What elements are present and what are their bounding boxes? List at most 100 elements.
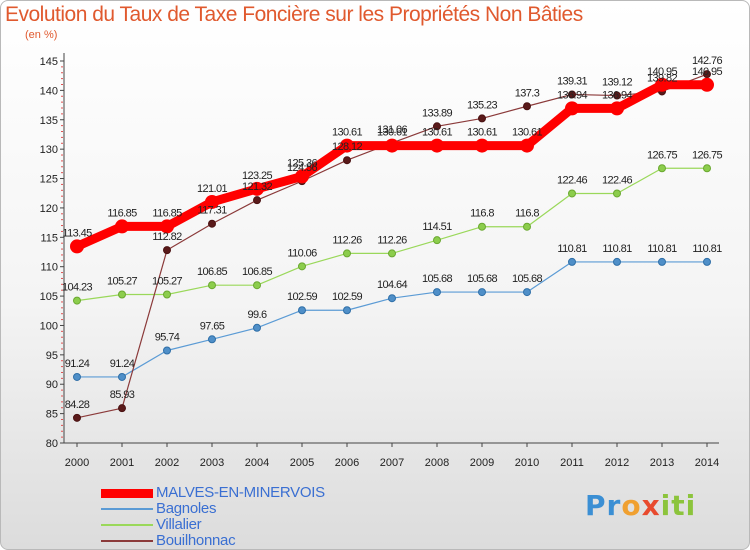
legend-label: Bagnoles xyxy=(156,500,217,517)
data-point-malves-en-minervois xyxy=(205,194,219,209)
data-label-bouilhonnac: 131.06 xyxy=(377,124,408,136)
chart-legend: MALVES-EN-MINERVOIS Bagnoles Villalier Boui… xyxy=(101,485,431,549)
data-point-bouilhonnac xyxy=(208,219,216,228)
proxiti-logo: Proxiti xyxy=(585,489,697,522)
legend-swatch xyxy=(101,488,153,498)
data-point-malves-en-minervois xyxy=(70,239,84,254)
data-label-bagnoles: 105.68 xyxy=(467,273,498,285)
data-label-bagnoles: 95.74 xyxy=(155,331,180,343)
data-label-bouilhonnac: 139.31 xyxy=(557,75,588,87)
data-label-bouilhonnac: 139.12 xyxy=(602,77,633,89)
data-label-bouilhonnac: 117.31 xyxy=(197,205,227,217)
y-tick-label: 80 xyxy=(46,438,58,450)
data-point-villalier xyxy=(73,296,81,305)
data-label-villalier: 110.06 xyxy=(287,247,317,259)
data-point-villalier xyxy=(523,222,531,231)
data-point-malves-en-minervois xyxy=(430,138,444,153)
data-label-malves-en-minervois: 140.95 xyxy=(692,66,723,78)
data-point-villalier xyxy=(118,290,126,299)
data-label-bouilhonnac: 133.89 xyxy=(422,107,453,119)
data-label-villalier: 122.46 xyxy=(602,174,633,186)
data-label-bouilhonnac: 124.56 xyxy=(287,162,318,174)
data-point-malves-en-minervois xyxy=(610,101,624,116)
data-label-villalier: 126.75 xyxy=(692,149,723,161)
data-point-malves-en-minervois xyxy=(475,138,489,153)
legend-label: Bouilhonnac xyxy=(156,532,236,549)
data-point-villalier xyxy=(478,222,486,231)
x-tick-label: 2014 xyxy=(695,457,719,469)
x-tick-label: 2008 xyxy=(425,457,449,469)
data-label-bagnoles: 110.81 xyxy=(692,243,722,255)
data-label-malves-en-minervois: 130.61 xyxy=(377,127,408,139)
data-label-villalier: 126.75 xyxy=(647,149,678,161)
legend-item-malves-en-minervois: MALVES-EN-MINERVOIS xyxy=(101,485,431,501)
data-point-villalier xyxy=(613,189,621,198)
y-tick-label: 85 xyxy=(46,409,58,421)
chart-title: Evolution du Taux de Taxe Foncière sur l… xyxy=(5,3,583,26)
data-label-malves-en-minervois: 123.25 xyxy=(242,170,273,182)
data-point-bagnoles xyxy=(253,323,261,332)
data-label-bouilhonnac: 121.32 xyxy=(242,181,273,193)
data-point-bouilhonnac xyxy=(253,196,261,205)
legend-item-villalier: Villalier xyxy=(101,517,431,533)
legend-swatch xyxy=(101,508,153,510)
legend-item-bouilhonnac: Bouilhonnac xyxy=(101,533,431,549)
data-label-malves-en-minervois: 136.94 xyxy=(602,89,633,101)
data-point-villalier xyxy=(433,236,441,245)
data-point-malves-en-minervois xyxy=(115,219,129,234)
x-tick-label: 2004 xyxy=(245,457,269,469)
data-label-bouilhonnac: 139.82 xyxy=(647,72,678,84)
data-label-bagnoles: 102.59 xyxy=(287,291,318,303)
x-tick-label: 2009 xyxy=(470,457,494,469)
data-label-villalier: 116.8 xyxy=(515,208,539,220)
data-label-malves-en-minervois: 130.61 xyxy=(512,127,543,139)
data-point-bouilhonnac xyxy=(613,91,621,100)
x-tick-label: 2012 xyxy=(605,457,629,469)
data-point-villalier xyxy=(253,281,261,290)
data-label-bouilhonnac: 142.76 xyxy=(692,55,723,67)
data-point-villalier xyxy=(163,290,171,299)
data-label-villalier: 116.8 xyxy=(470,208,494,220)
data-label-bouilhonnac: 128.12 xyxy=(332,141,363,153)
data-label-bouilhonnac: 135.23 xyxy=(467,99,498,111)
data-label-malves-en-minervois: 116.85 xyxy=(152,207,182,219)
data-point-bagnoles xyxy=(298,306,306,315)
data-point-malves-en-minervois xyxy=(160,219,174,234)
data-label-malves-en-minervois: 130.61 xyxy=(332,127,363,139)
data-point-bouilhonnac xyxy=(703,70,711,79)
data-point-malves-en-minervois xyxy=(565,101,579,116)
data-label-malves-en-minervois: 113.45 xyxy=(62,227,92,239)
y-tick-label: 115 xyxy=(40,232,58,244)
data-label-villalier: 106.85 xyxy=(242,266,273,278)
x-tick-label: 2006 xyxy=(335,457,359,469)
data-label-malves-en-minervois: 116.85 xyxy=(107,207,137,219)
data-point-villalier xyxy=(343,249,351,258)
data-point-villalier xyxy=(658,164,666,173)
y-tick-label: 140 xyxy=(40,85,58,97)
data-label-bouilhonnac: 112.82 xyxy=(152,231,182,243)
data-point-bagnoles xyxy=(388,294,396,303)
legend-item-bagnoles: Bagnoles xyxy=(101,501,431,517)
data-point-villalier xyxy=(208,281,216,290)
data-label-bagnoles: 91.24 xyxy=(110,358,135,370)
data-point-bagnoles xyxy=(658,257,666,266)
data-label-malves-en-minervois: 140.95 xyxy=(647,66,678,78)
y-tick-label: 100 xyxy=(40,320,58,332)
data-label-malves-en-minervois: 125.36 xyxy=(287,157,318,169)
x-tick-label: 2000 xyxy=(65,457,89,469)
data-point-malves-en-minervois xyxy=(295,169,309,184)
data-point-malves-en-minervois xyxy=(385,138,399,153)
data-point-bouilhonnac xyxy=(523,102,531,111)
y-tick-label: 90 xyxy=(46,379,58,391)
data-point-bagnoles xyxy=(523,288,531,297)
x-tick-label: 2013 xyxy=(650,457,674,469)
data-point-bouilhonnac xyxy=(568,90,576,99)
data-label-malves-en-minervois: 130.61 xyxy=(467,127,498,139)
x-tick-label: 2001 xyxy=(110,457,134,469)
x-tick-label: 2011 xyxy=(560,457,584,469)
data-label-bagnoles: 99.6 xyxy=(247,309,266,321)
data-point-malves-en-minervois xyxy=(655,77,669,92)
y-axis-unit-label: (en %) xyxy=(25,29,58,41)
data-point-bagnoles xyxy=(478,288,486,297)
